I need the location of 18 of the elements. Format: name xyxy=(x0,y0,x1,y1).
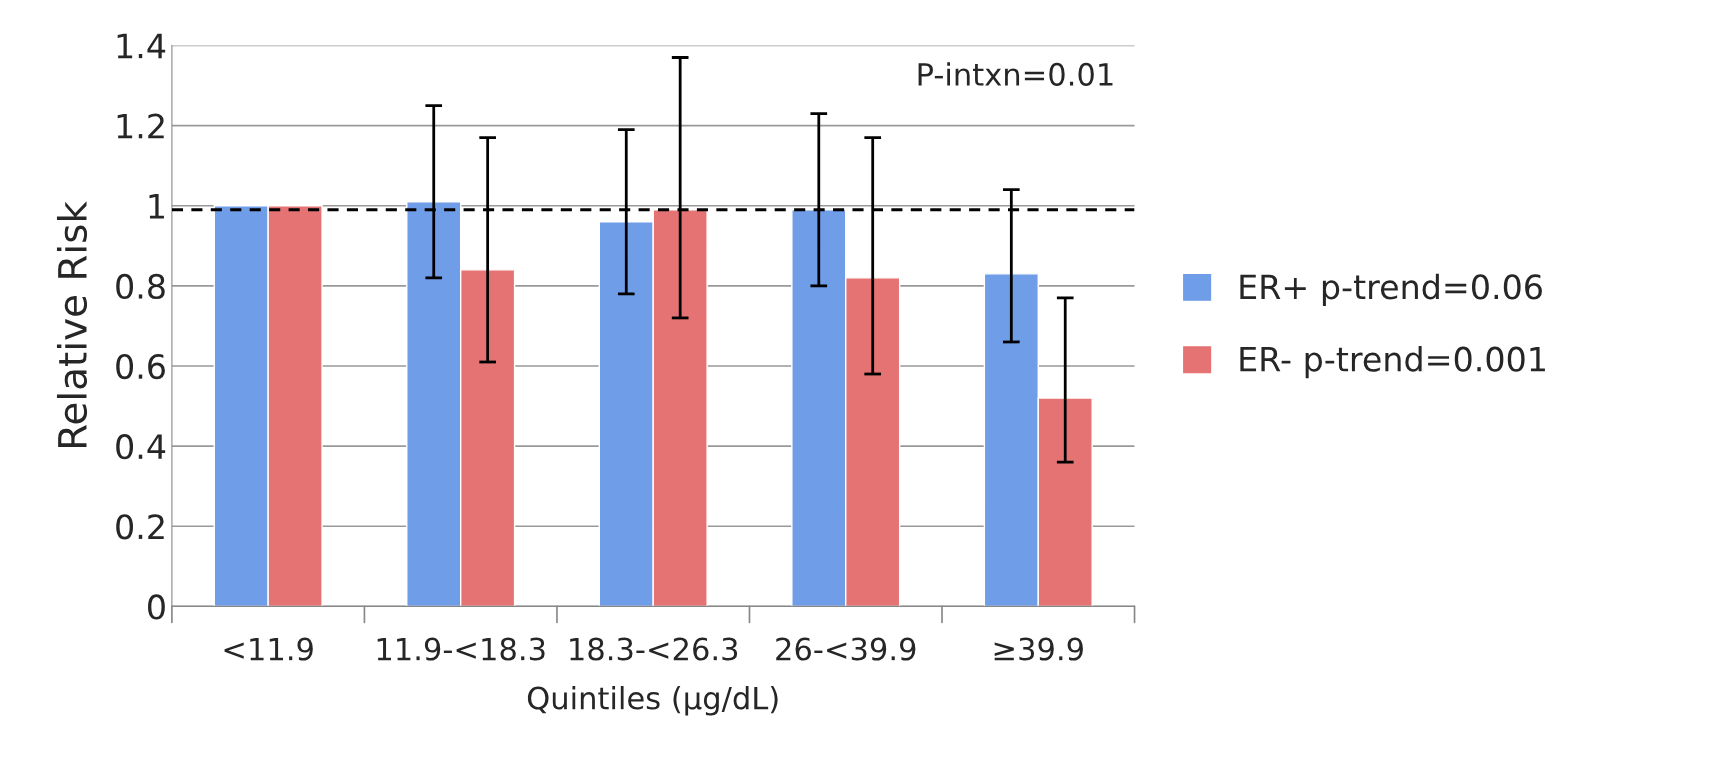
x-tick-label: 26-<39.9 xyxy=(776,637,916,661)
y-tick-label: 1.4 xyxy=(117,33,166,59)
y-tick-label: 0.8 xyxy=(116,273,165,300)
y-tick-label: 0 xyxy=(148,594,165,620)
y-axis-title: Relative Risk xyxy=(56,201,88,448)
y-tick-label: 0.2 xyxy=(116,514,164,540)
annotation: P-intxn=0.01 xyxy=(918,62,1113,86)
y-tick-label: 1 xyxy=(149,194,164,219)
legend-label: ER+ p-trend=0.06 xyxy=(1240,273,1542,306)
x-axis-title: Quintiles (µg/dL) xyxy=(527,685,778,716)
x-tick-label: <11.9 xyxy=(224,637,313,661)
x-tick-label: ≥39.9 xyxy=(994,637,1083,661)
y-tick-label: 0.4 xyxy=(116,434,166,460)
y-tick-label: 0.6 xyxy=(116,353,165,380)
legend-label: ER- p-trend=0.001 xyxy=(1240,345,1545,379)
y-tick-label: 1.2 xyxy=(117,113,164,139)
x-tick-label: 18.3-<26.3 xyxy=(570,637,738,661)
x-tick-label: 11.9-<18.3 xyxy=(377,637,545,661)
